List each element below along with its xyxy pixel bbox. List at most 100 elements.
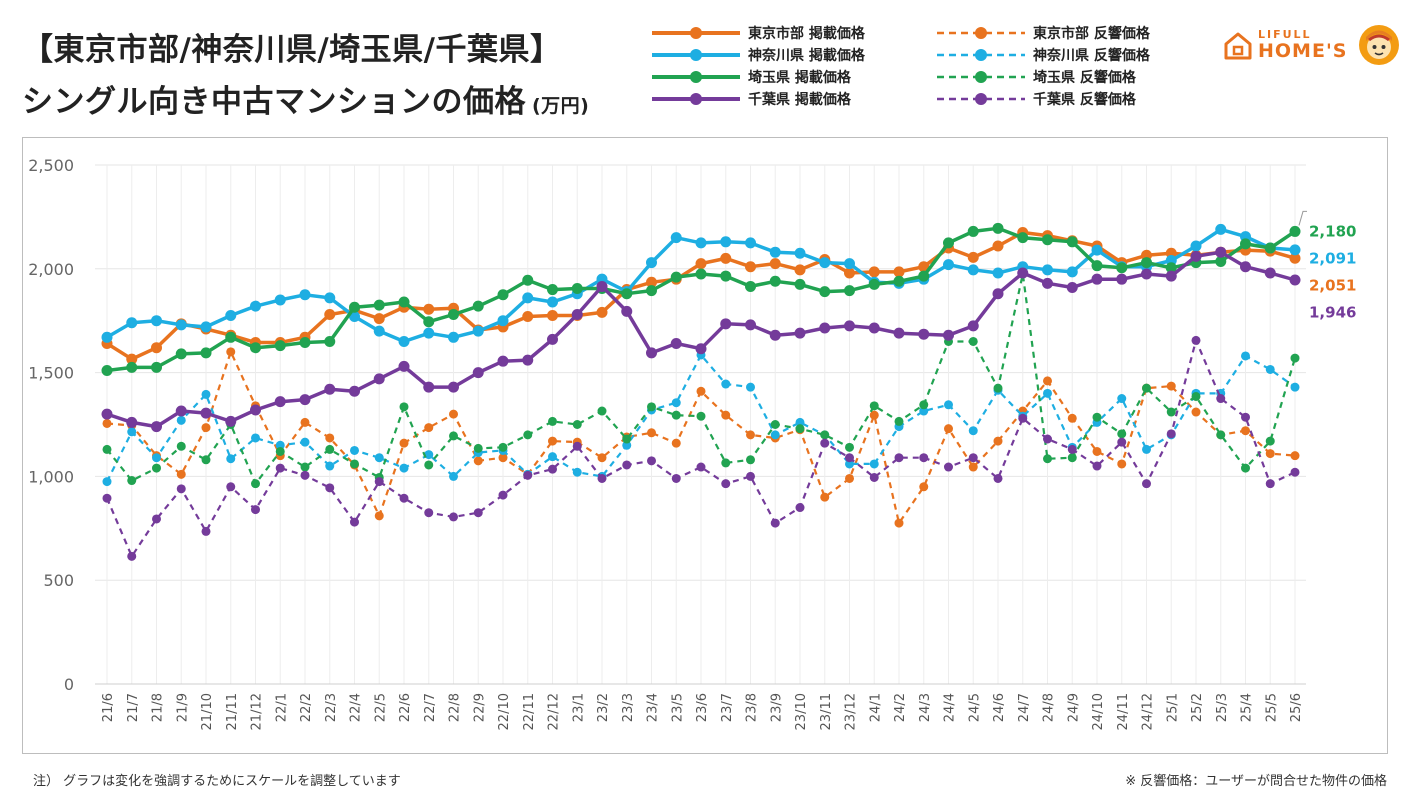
data-point — [919, 406, 929, 416]
data-point — [1166, 429, 1176, 439]
data-point — [819, 257, 831, 269]
data-point — [695, 237, 707, 249]
y-tick-label: 1,500 — [28, 364, 74, 383]
data-point — [621, 305, 633, 317]
data-point — [769, 275, 781, 287]
data-point — [151, 315, 162, 327]
x-tick-label: 24/1 — [868, 693, 883, 722]
x-tick-label: 24/2 — [893, 693, 908, 722]
legend-label: 神奈川県 反響価格 — [1033, 48, 1150, 64]
legend-item: 千葉県 反響価格 — [935, 88, 1136, 110]
data-point — [868, 322, 880, 334]
data-point — [845, 453, 854, 463]
data-point — [1142, 479, 1151, 489]
data-point — [350, 517, 359, 527]
data-point — [300, 462, 310, 472]
data-point — [795, 503, 805, 513]
legend-swatch — [652, 27, 740, 39]
x-tick-label: 23/11 — [819, 693, 834, 730]
data-point — [646, 276, 657, 288]
data-point — [944, 462, 953, 472]
data-point — [993, 383, 1003, 393]
data-point — [399, 438, 409, 448]
data-point — [795, 417, 805, 427]
x-tick-label: 25/6 — [1289, 693, 1304, 722]
data-point — [151, 342, 162, 354]
data-point — [274, 396, 286, 408]
logo-text-top: LIFULL — [1258, 28, 1312, 41]
data-point — [671, 410, 681, 420]
x-tick-label: 24/6 — [992, 693, 1007, 722]
data-point — [498, 453, 508, 463]
series-kanagawa-solid — [101, 223, 1301, 347]
data-point — [1190, 240, 1202, 252]
data-point — [151, 361, 162, 373]
data-point — [696, 386, 706, 396]
data-point — [497, 355, 509, 367]
data-point — [1190, 250, 1202, 262]
data-point — [1092, 446, 1102, 456]
x-tick-label: 22/1 — [274, 693, 289, 722]
data-point — [1043, 388, 1052, 398]
series-saitama-solid — [101, 222, 1301, 377]
data-point — [201, 423, 211, 433]
data-point — [769, 258, 781, 270]
data-point — [373, 373, 385, 385]
data-point — [274, 294, 286, 306]
data-point — [325, 483, 335, 493]
legend-swatch — [937, 49, 1025, 61]
data-point — [1241, 426, 1250, 436]
data-point — [1264, 242, 1276, 254]
data-point — [992, 267, 1004, 279]
data-point — [820, 438, 830, 448]
data-point — [472, 300, 484, 312]
data-point — [449, 512, 458, 522]
data-point — [251, 433, 260, 443]
data-point — [919, 400, 929, 410]
x-tick-label: 25/2 — [1190, 693, 1205, 722]
data-point — [794, 264, 806, 276]
data-point — [472, 325, 484, 337]
data-point — [226, 482, 236, 492]
data-point — [968, 426, 978, 436]
x-tick-label: 24/9 — [1066, 693, 1081, 722]
x-tick-label: 23/3 — [621, 693, 636, 722]
data-point — [670, 271, 682, 283]
chart-title-main: シングル向き中古マンションの価格 — [22, 84, 526, 120]
data-point — [102, 493, 112, 503]
data-point — [1191, 335, 1201, 345]
legend-item: 神奈川県 反響価格 — [935, 44, 1150, 66]
x-tick-label: 21/8 — [151, 693, 166, 722]
x-tick-label: 22/7 — [423, 693, 438, 722]
data-point — [151, 421, 162, 433]
data-point — [670, 232, 682, 244]
data-point — [324, 292, 336, 304]
data-point — [399, 493, 409, 503]
data-point — [720, 236, 732, 248]
data-point — [497, 315, 509, 327]
data-point — [745, 319, 756, 331]
data-point — [1141, 257, 1152, 269]
data-point — [646, 257, 657, 269]
x-tick-label: 24/8 — [1042, 693, 1057, 722]
data-point — [769, 329, 781, 341]
data-point — [522, 354, 534, 366]
data-point — [572, 441, 582, 451]
data-point — [300, 437, 310, 447]
data-point — [523, 470, 533, 480]
data-point — [126, 353, 138, 365]
data-point — [101, 331, 113, 343]
data-point — [1264, 267, 1276, 279]
x-tick-label: 23/10 — [794, 693, 809, 730]
data-point — [993, 436, 1003, 446]
data-point — [1042, 277, 1053, 289]
x-tick-label: 22/3 — [324, 693, 339, 722]
data-point — [1042, 264, 1053, 276]
data-point — [176, 469, 186, 479]
data-point — [1166, 407, 1176, 417]
data-point — [547, 296, 558, 308]
data-point — [943, 237, 954, 249]
data-point — [1116, 262, 1128, 274]
data-point — [299, 289, 311, 301]
data-point — [967, 264, 979, 276]
